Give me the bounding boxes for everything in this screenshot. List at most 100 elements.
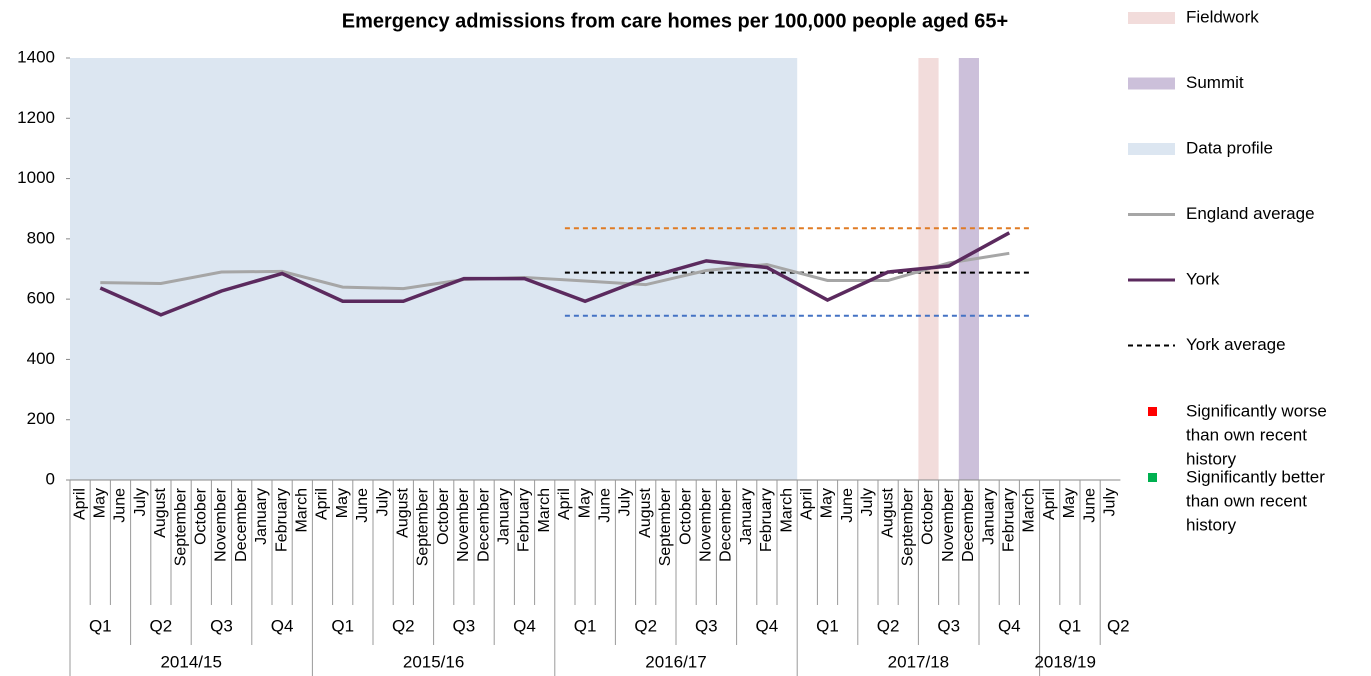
x-tick-label: July [1102, 488, 1119, 516]
y-tick-label: 1000 [17, 168, 55, 187]
quarter-label: Q4 [513, 616, 536, 635]
x-tick-label: November [698, 487, 715, 561]
x-tick-label: June [839, 488, 856, 523]
year-label: 2017/18 [888, 652, 949, 671]
y-tick-label: 400 [27, 349, 55, 368]
legend-label: than own recent [1186, 491, 1307, 510]
x-tick-label: September [900, 487, 917, 566]
quarter-label: Q3 [695, 616, 718, 635]
quarter-label: Q2 [1107, 616, 1130, 635]
quarter-label: Q1 [1059, 616, 1082, 635]
x-tick-label: March [778, 488, 795, 532]
series-line [100, 251, 1010, 291]
x-tick-label: December [718, 487, 735, 561]
x-tick-label: October [920, 487, 937, 545]
x-tick-label: February [516, 488, 533, 552]
quarter-label: Q4 [998, 616, 1021, 635]
legend-swatch [1128, 77, 1175, 90]
quarter-label: Q3 [210, 616, 233, 635]
x-tick-label: May [334, 488, 351, 518]
x-tick-label: October [435, 487, 452, 545]
x-tick-label: June [354, 488, 371, 523]
x-tick-label: May [576, 488, 593, 518]
legend-label: than own recent [1186, 425, 1307, 444]
year-label: 2016/17 [645, 652, 706, 671]
quarter-label: Q3 [937, 616, 960, 635]
quarter-label: Q1 [89, 616, 112, 635]
y-tick-label: 200 [27, 409, 55, 428]
x-tick-label: November [213, 487, 230, 561]
x-tick-label: December [475, 487, 492, 561]
x-tick-label: June [112, 488, 129, 523]
x-tick-label: March [1021, 488, 1038, 532]
legend-swatch [1128, 143, 1175, 155]
legend-label: history [1186, 515, 1237, 534]
quarter-label: Q2 [634, 616, 657, 635]
year-label: 2014/15 [160, 652, 221, 671]
year-label: 2015/16 [403, 652, 464, 671]
quarter-label: Q2 [392, 616, 415, 635]
x-tick-label: August [152, 487, 169, 537]
legend-label: Fieldwork [1186, 7, 1259, 26]
x-tick-label: December [960, 487, 977, 561]
x-tick-label: April [556, 488, 573, 520]
x-tick-label: February [273, 488, 290, 552]
legend-swatch [1148, 407, 1157, 416]
legend-label: Significantly worse [1186, 401, 1327, 420]
quarter-label: Q4 [271, 616, 294, 635]
x-tick-label: January [496, 488, 513, 545]
quarter-label: Q2 [877, 616, 900, 635]
x-tick-label: October [193, 487, 210, 545]
y-tick-label: 1200 [17, 108, 55, 127]
y-tick-label: 800 [27, 228, 55, 247]
legend-swatch [1148, 473, 1157, 482]
x-tick-label: January [738, 488, 755, 545]
x-tick-label: July [617, 488, 634, 516]
x-tick-label: July [374, 488, 391, 516]
x-tick-label: January [980, 488, 997, 545]
band [958, 58, 979, 480]
x-tick-label: January [253, 488, 270, 545]
x-tick-label: February [758, 488, 775, 552]
x-tick-label: May [92, 488, 109, 518]
series-line [99, 231, 1011, 317]
quarter-label: Q1 [574, 616, 597, 635]
x-tick-label: May [819, 488, 836, 518]
x-tick-label: March [536, 488, 553, 532]
quarter-label: Q2 [150, 616, 173, 635]
x-tick-label: June [597, 488, 614, 523]
x-tick-label: November [940, 487, 957, 561]
legend-swatch [1128, 12, 1175, 24]
y-tick-label: 0 [46, 469, 55, 488]
legend-label: York [1186, 269, 1220, 288]
quarter-label: Q4 [756, 616, 779, 635]
x-tick-label: August [637, 487, 654, 537]
legend-label: Summit [1186, 73, 1244, 92]
quarter-label: Q1 [816, 616, 839, 635]
quarter-label: Q3 [453, 616, 476, 635]
x-tick-label: June [1081, 488, 1098, 523]
chart-title: Emergency admissions from care homes per… [342, 10, 1008, 32]
x-tick-label: October [677, 487, 694, 545]
x-tick-label: July [859, 488, 876, 516]
band [70, 58, 798, 480]
year-label: 2018/19 [1034, 652, 1095, 671]
x-tick-label: August [879, 487, 896, 537]
x-tick-label: April [71, 488, 88, 520]
x-tick-label: April [314, 488, 331, 520]
x-tick-label: May [1061, 488, 1078, 518]
legend-label: history [1186, 449, 1237, 468]
legend-label: Significantly better [1186, 467, 1325, 486]
legend-label: Data profile [1186, 138, 1273, 157]
x-tick-label: September [415, 487, 432, 566]
x-tick-label: September [172, 487, 189, 566]
x-tick-label: December [233, 487, 250, 561]
x-tick-label: April [1041, 488, 1058, 520]
y-tick-label: 1400 [17, 47, 55, 66]
x-tick-label: November [455, 487, 472, 561]
x-tick-label: March [294, 488, 311, 532]
y-tick-label: 600 [27, 289, 55, 308]
x-tick-label: August [395, 487, 412, 537]
